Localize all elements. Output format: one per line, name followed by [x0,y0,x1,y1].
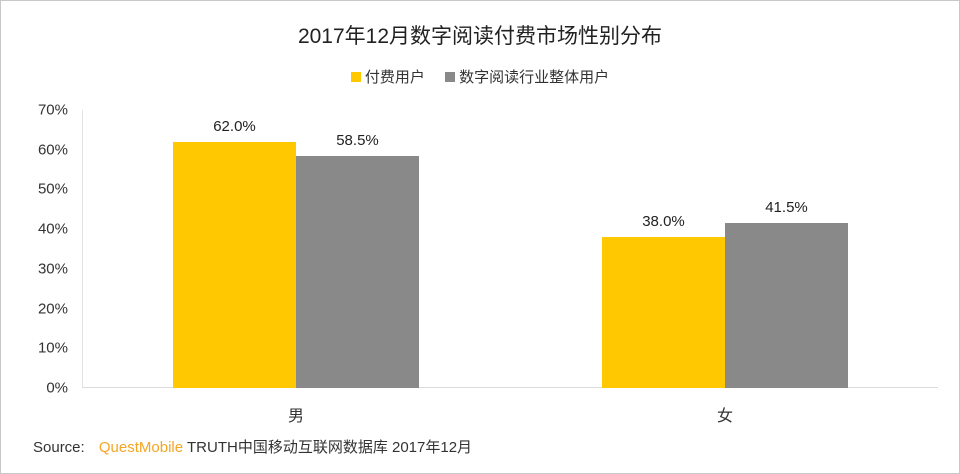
legend-item-paid-users: 付费用户 [350,66,425,87]
bar-paid-0 [173,141,296,388]
plot-area: 62.0% 58.5% 38.0% 41.5% [82,110,938,388]
bar-value-label: 41.5% [765,199,808,217]
legend-swatch-icon [350,71,361,82]
x-axis-line [82,387,938,388]
bar-value-label: 58.5% [336,131,379,149]
source-prefix: Source: [33,439,85,456]
legend-label: 付费用户 [364,69,425,86]
bar-all-1 [725,223,848,388]
source-text: TRUTH中国移动互联网数据库 2017年12月 [187,439,473,456]
source-note: Source: QuestMobile TRUTH中国移动互联网数据库 2017… [33,436,472,457]
y-axis-line [82,110,83,388]
y-tick-label: 0% [46,379,68,397]
legend-item-all-users: 数字阅读行业整体用户 [445,66,609,87]
x-tick-label: 女 [716,408,733,425]
y-tick-label: 50% [37,180,68,198]
y-tick-label: 40% [37,220,68,238]
source-brand: QuestMobile [98,439,184,456]
legend-label: 数字阅读行业整体用户 [459,69,610,86]
legend-swatch-icon [445,71,456,82]
bar-all-0 [296,155,419,388]
x-tick-label: 男 [287,408,304,425]
y-tick-label: 30% [37,260,68,278]
chart-title: 2017年12月数字阅读付费市场性别分布 [297,25,663,48]
y-tick-label: 10% [37,339,68,357]
bar-value-label: 38.0% [642,213,685,231]
y-tick-label: 20% [37,300,68,318]
y-tick-label: 70% [37,101,68,119]
legend: 付费用户 数字阅读行业整体用户 [0,66,960,87]
bar-value-label: 62.0% [213,117,256,135]
bar-paid-1 [602,237,725,388]
y-tick-label: 60% [37,141,68,159]
